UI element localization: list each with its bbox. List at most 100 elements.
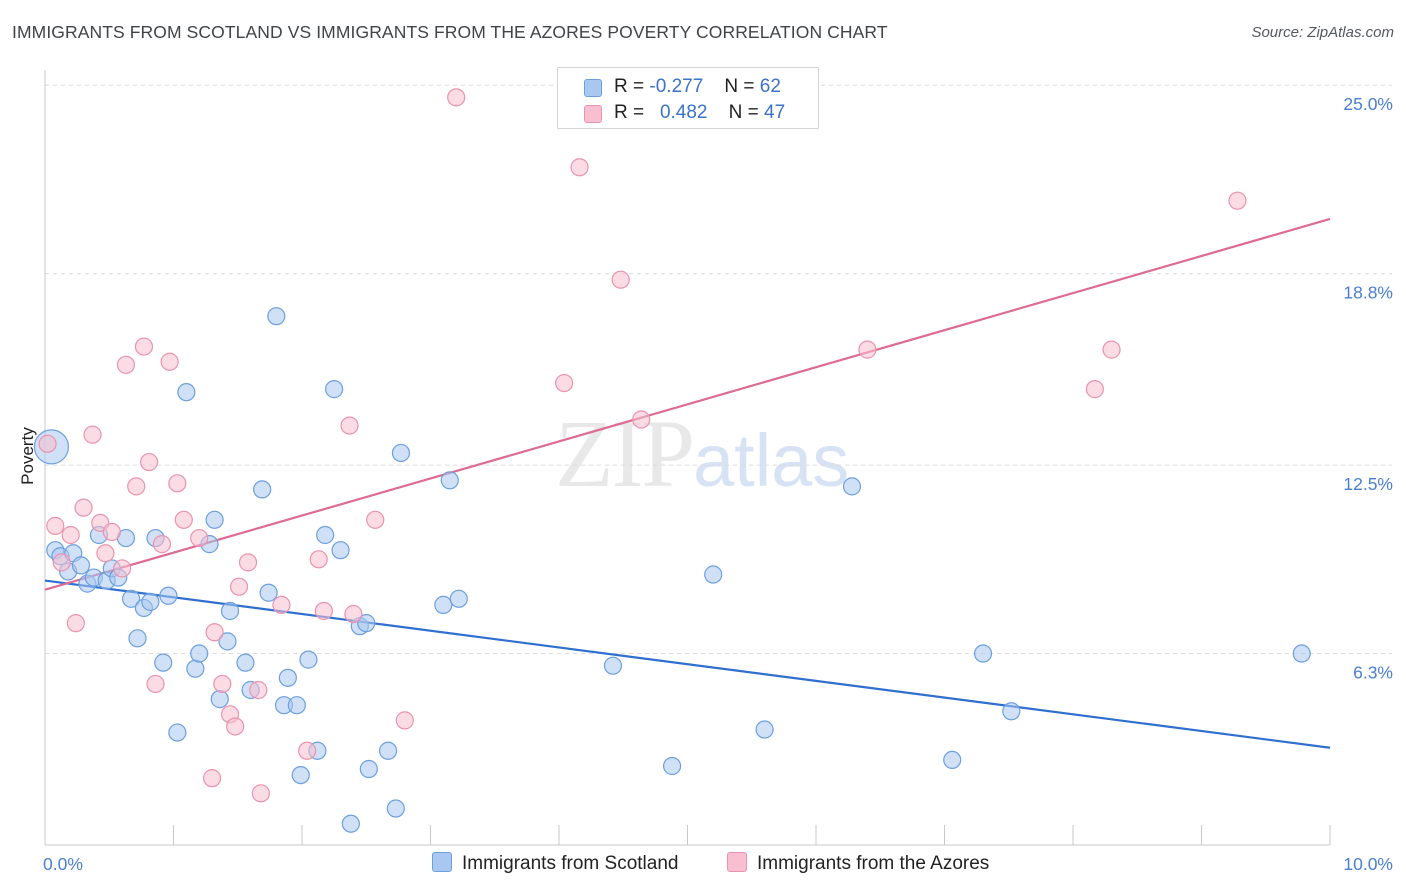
legend-r-label: R = <box>614 76 645 97</box>
data-point-scotland <box>378 741 398 760</box>
watermark: ZIPatlas <box>555 398 849 509</box>
data-point-scotland <box>287 696 306 715</box>
data-point-azores <box>168 474 187 493</box>
data-point-azores <box>447 88 466 107</box>
data-point-scotland <box>218 632 237 651</box>
data-point-scotland <box>325 380 344 399</box>
data-point-azores <box>116 355 136 374</box>
data-point-scotland <box>186 659 205 678</box>
data-point-azores <box>96 544 115 563</box>
data-point-azores <box>314 601 333 621</box>
data-point-azores <box>226 717 245 736</box>
data-point-azores <box>366 510 385 529</box>
data-point-scotland <box>603 656 623 675</box>
bottom-legend-scotland: Immigrants from Scotland <box>432 852 678 875</box>
y-tick-label: 6.3% <box>1353 663 1393 683</box>
data-point-scotland <box>662 756 682 776</box>
data-point-azores <box>395 711 414 730</box>
legend-n-value-scotland: 62 <box>759 76 781 97</box>
point-layer <box>33 88 1311 833</box>
watermark-atlas: atlas <box>693 419 850 502</box>
data-point-scotland <box>943 750 962 770</box>
data-point-azores <box>174 510 193 529</box>
trend-line-scotland <box>44 579 1331 749</box>
data-point-azores <box>611 270 630 289</box>
data-point-scotland <box>159 586 178 605</box>
data-point-scotland <box>704 565 723 584</box>
legend-n-label: N = <box>728 102 759 123</box>
trend-line-azores <box>44 217 1331 591</box>
data-point-azores <box>298 741 317 760</box>
data-point-azores <box>102 522 121 542</box>
data-point-scotland <box>842 477 862 496</box>
trend-layer <box>44 217 1331 749</box>
data-point-azores <box>272 595 291 615</box>
bottom-legend-label-azores: Immigrants from the Azores <box>757 853 990 874</box>
data-point-azores <box>146 674 165 694</box>
data-point-scotland <box>440 471 459 490</box>
data-point-azores <box>52 553 71 572</box>
data-point-scotland <box>1292 644 1311 663</box>
data-point-scotland <box>291 765 310 785</box>
label-layer: Poverty 6.3% 12.5% 18.8% 25.0% 0.0% 10.0% <box>18 94 1393 874</box>
data-point-scotland <box>220 601 240 621</box>
data-point-azores <box>570 158 589 177</box>
legend-n-value-azores: 47 <box>764 102 786 123</box>
data-point-scotland <box>973 644 993 663</box>
data-point-scotland <box>259 583 278 602</box>
y-tick-label: 12.5% <box>1343 474 1393 494</box>
data-point-azores <box>61 525 80 545</box>
data-point-azores <box>139 452 159 472</box>
data-point-azores <box>127 477 146 496</box>
data-point-scotland <box>359 759 378 779</box>
data-point-azores <box>202 769 222 788</box>
data-point-scotland <box>391 443 411 463</box>
data-point-scotland <box>205 510 224 529</box>
x-tick-label: 0.0% <box>43 854 83 874</box>
data-point-azores <box>74 498 93 517</box>
data-point-azores <box>632 410 651 429</box>
data-point-azores <box>38 434 57 453</box>
data-point-scotland <box>299 650 318 669</box>
data-point-scotland <box>121 589 141 608</box>
y-tick-label: 25.0% <box>1343 94 1393 114</box>
data-point-scotland <box>177 383 196 402</box>
data-point-scotland <box>386 799 405 818</box>
data-point-azores <box>134 337 154 356</box>
bottom-legend-label-scotland: Immigrants from Scotland <box>462 853 679 874</box>
data-point-scotland <box>357 614 376 633</box>
data-point-scotland <box>449 589 468 608</box>
data-point-azores <box>229 577 249 596</box>
data-point-azores <box>152 535 172 554</box>
legend-r-value-scotland: -0.277 <box>649 76 704 97</box>
y-axis-label: Poverty <box>18 427 37 485</box>
legend-box: R = -0.277 N = 62 R = 0.482 N = 47 <box>557 67 819 129</box>
data-point-scotland <box>1002 702 1021 721</box>
legend-r-label: R = <box>614 102 645 123</box>
data-point-scotland <box>154 653 173 672</box>
data-point-scotland <box>434 595 453 615</box>
legend-swatch-scotland <box>584 79 602 97</box>
bottom-legend-azores: Immigrants from the Azores <box>727 852 989 875</box>
data-point-azores <box>251 784 270 803</box>
y-tick-label: 18.8% <box>1343 283 1393 303</box>
data-point-azores <box>83 425 102 444</box>
data-point-azores <box>160 352 179 371</box>
data-point-scotland <box>278 668 297 687</box>
data-point-azores <box>205 623 224 642</box>
legend-swatch-azores <box>584 105 602 123</box>
data-point-azores <box>344 604 363 624</box>
data-point-scotland <box>253 480 272 499</box>
x-tick-label: 10.0% <box>1343 854 1393 874</box>
data-point-scotland <box>71 556 91 575</box>
data-point-azores <box>190 528 209 548</box>
data-point-azores <box>555 373 574 393</box>
bottom-legend-swatch-scotland <box>432 852 452 872</box>
data-point-scotland <box>755 720 774 739</box>
bottom-legend-swatch-azores <box>727 852 747 872</box>
data-point-azores <box>1228 191 1247 210</box>
data-point-azores <box>249 680 268 700</box>
data-point-azores <box>309 550 328 569</box>
chart-title: IMMIGRANTS FROM SCOTLAND VS IMMIGRANTS F… <box>12 22 888 42</box>
